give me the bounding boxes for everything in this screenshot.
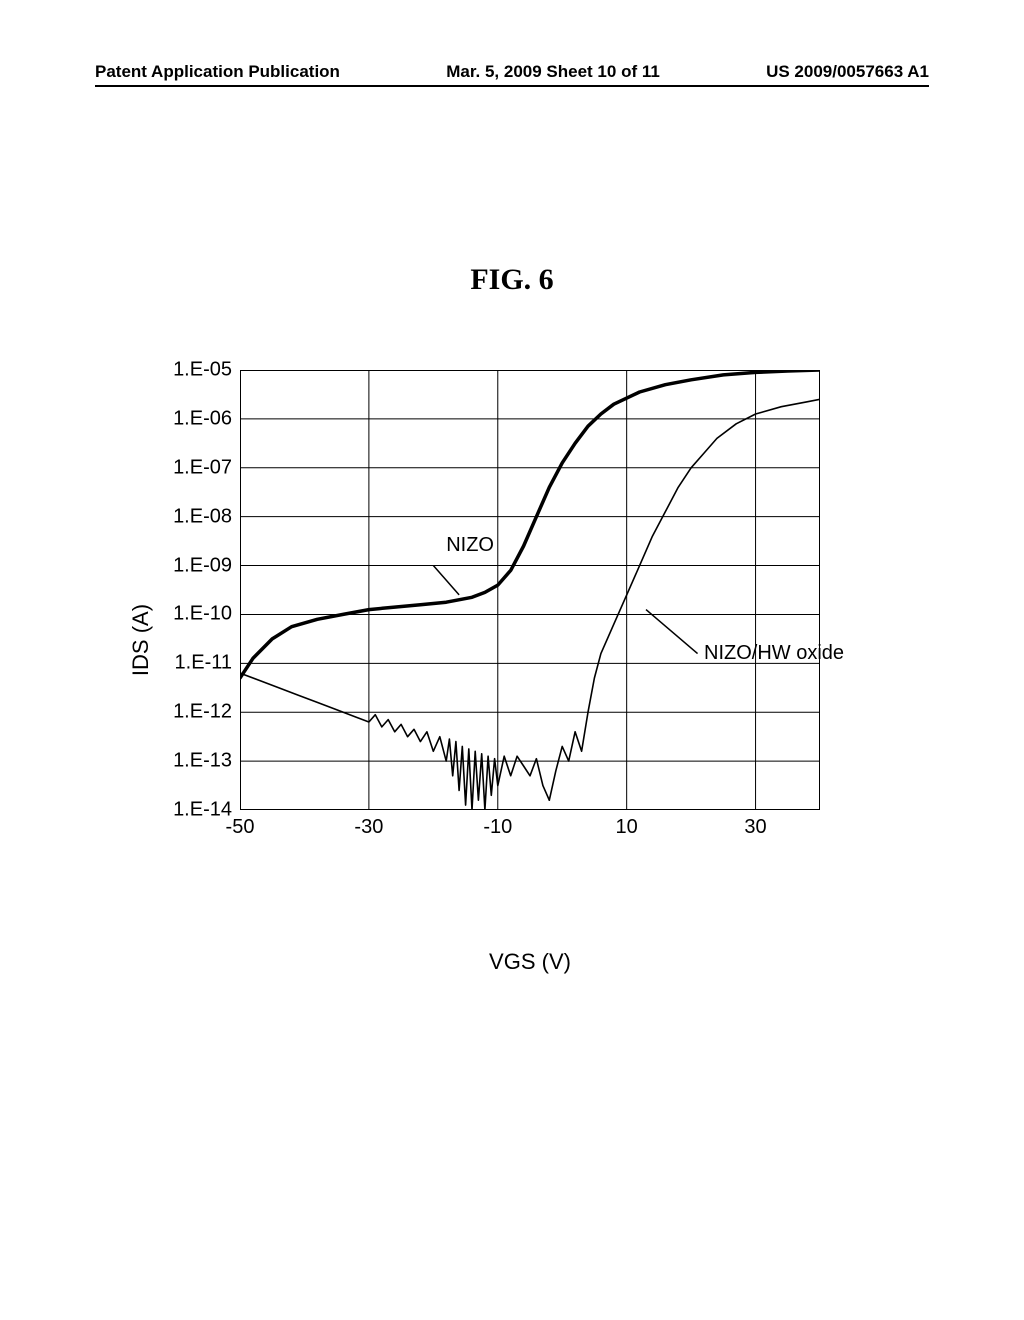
header-right: US 2009/0057663 A1	[766, 62, 929, 82]
y-axis-label: IDS (A)	[128, 604, 154, 676]
ytick-label: 1.E-07	[173, 456, 232, 479]
ytick-label: 1.E-11	[175, 652, 232, 675]
ytick-label: 1.E-08	[173, 505, 232, 528]
ytick-label: 1.E-10	[173, 603, 232, 626]
figure-title: FIG. 6	[0, 263, 1024, 297]
header-rule	[95, 85, 929, 87]
header-mid: Mar. 5, 2009 Sheet 10 of 11	[446, 62, 660, 82]
ytick-label: 1.E-14	[173, 799, 232, 822]
x-axis-label: VGS (V)	[240, 949, 820, 975]
xtick-label: 30	[744, 816, 766, 839]
ytick-label: 1.E-12	[173, 701, 232, 724]
series-label: NIZO	[446, 534, 494, 557]
xtick-label: -50	[226, 816, 255, 839]
xtick-label: -30	[354, 816, 383, 839]
xtick-label: -10	[483, 816, 512, 839]
series-label: NIZO/HW oxide	[704, 642, 844, 665]
ytick-label: 1.E-13	[173, 750, 232, 773]
header-left: Patent Application Publication	[95, 62, 340, 82]
plot-svg	[240, 370, 820, 810]
chart-area: IDS (A) 1.E-051.E-061.E-071.E-081.E-091.…	[155, 370, 875, 910]
page-header: Patent Application Publication Mar. 5, 2…	[95, 62, 929, 82]
plot-box: 1.E-051.E-061.E-071.E-081.E-091.E-101.E-…	[240, 370, 820, 810]
xtick-label: 10	[616, 816, 638, 839]
ytick-label: 1.E-05	[173, 359, 232, 382]
ytick-label: 1.E-09	[173, 554, 232, 577]
page: Patent Application Publication Mar. 5, 2…	[0, 0, 1024, 1320]
ytick-label: 1.E-06	[173, 407, 232, 430]
